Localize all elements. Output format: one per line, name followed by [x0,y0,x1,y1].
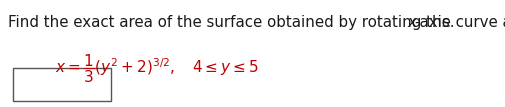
Text: $x = \dfrac{1}{3}(y^2 + 2)^{3/2},\quad 4 \leq y \leq 5$: $x = \dfrac{1}{3}(y^2 + 2)^{3/2},\quad 4… [55,52,259,85]
Text: -axis.: -axis. [414,15,454,30]
Bar [13,68,111,101]
Text: x: x [407,15,416,30]
Text: Find the exact area of the surface obtained by rotating the curve about the: Find the exact area of the surface obtai… [8,15,505,30]
